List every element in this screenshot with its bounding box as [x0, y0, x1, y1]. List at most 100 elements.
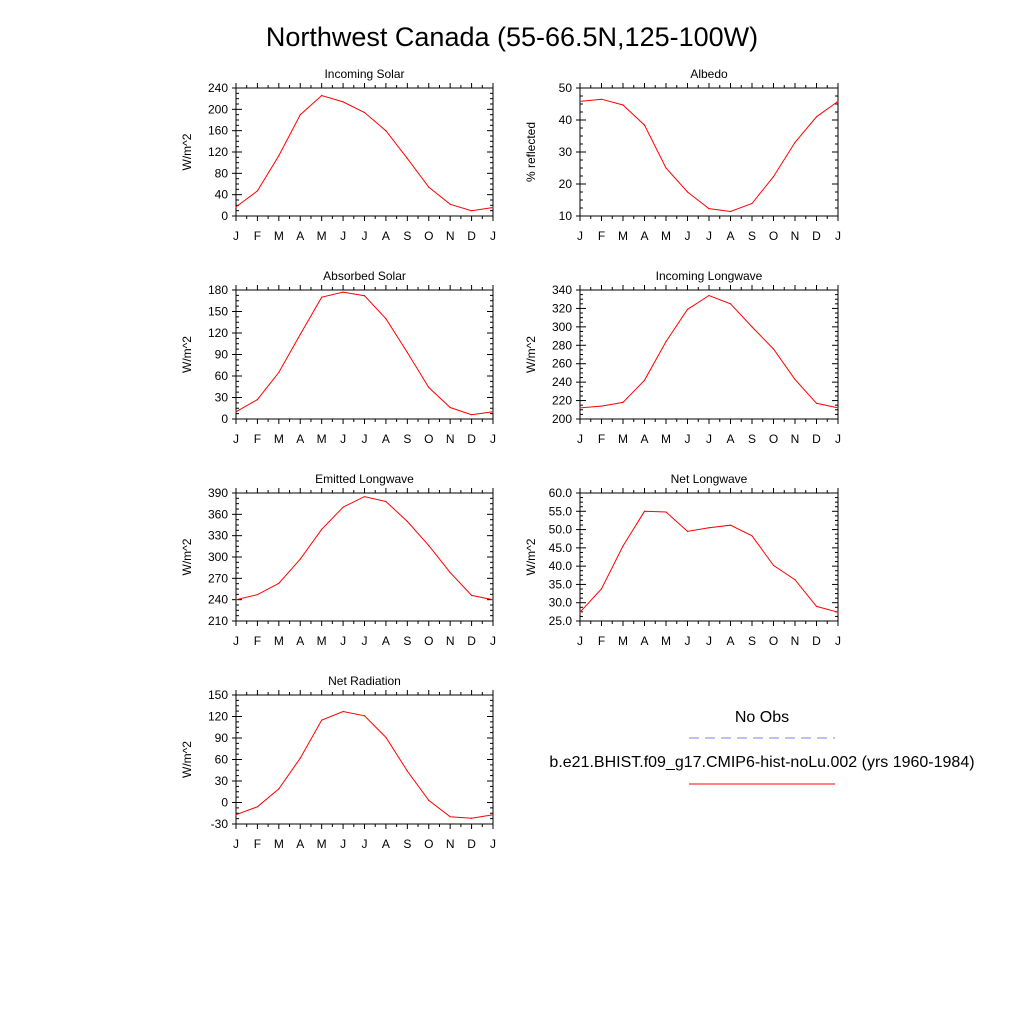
- y-tick-label: 30.0: [549, 596, 573, 610]
- data-point: [299, 757, 301, 759]
- y-tick-label: 300: [208, 550, 228, 564]
- data-point: [406, 520, 408, 523]
- data-point: [815, 605, 818, 607]
- x-tick-label: A: [296, 837, 304, 851]
- data-point: [751, 202, 753, 205]
- panel-title: Net Longwave: [671, 472, 748, 486]
- x-tick-label: D: [812, 432, 821, 446]
- data-point: [492, 411, 494, 413]
- data-point: [815, 402, 818, 404]
- y-tick-label: 240: [208, 81, 228, 95]
- data-point: [278, 155, 280, 157]
- y-axis-label: W/m^2: [180, 538, 194, 575]
- data-point: [449, 406, 451, 409]
- x-tick-label: A: [726, 634, 734, 648]
- data-point: [686, 191, 689, 193]
- x-tick-label: J: [577, 634, 583, 648]
- data-point: [622, 401, 624, 404]
- data-point: [686, 530, 689, 533]
- data-point: [794, 579, 796, 581]
- y-tick-label: 390: [208, 486, 228, 500]
- data-point: [449, 572, 451, 574]
- x-tick-label: J: [362, 837, 368, 851]
- x-tick-label: S: [403, 634, 411, 648]
- y-tick-label: 280: [552, 338, 572, 352]
- data-point: [837, 407, 839, 409]
- data-point: [772, 176, 775, 178]
- x-tick-label: J: [233, 634, 239, 648]
- x-tick-label: N: [446, 229, 455, 243]
- data-point: [428, 186, 430, 188]
- y-tick-label: 80: [215, 166, 229, 180]
- x-tick-label: J: [490, 634, 496, 648]
- data-point: [729, 303, 732, 305]
- data-point: [449, 816, 451, 818]
- data-point: [428, 799, 430, 801]
- data-point: [579, 611, 581, 613]
- x-tick-label: M: [661, 229, 671, 243]
- y-tick-label: 260: [552, 357, 572, 371]
- x-tick-label: J: [685, 634, 691, 648]
- x-tick-label: J: [577, 229, 583, 243]
- y-tick-label: 50: [559, 81, 573, 95]
- x-tick-label: F: [598, 229, 605, 243]
- y-tick-label: 120: [208, 326, 228, 340]
- data-point: [622, 104, 624, 106]
- x-tick-label: M: [274, 634, 284, 648]
- data-point: [256, 190, 259, 192]
- x-tick-label: J: [685, 229, 691, 243]
- x-tick-label: D: [812, 634, 821, 648]
- data-point: [235, 411, 237, 413]
- y-tick-label: 200: [552, 412, 572, 426]
- data-point: [772, 564, 775, 567]
- data-point: [815, 116, 818, 118]
- x-tick-label: M: [317, 837, 327, 851]
- data-point: [342, 506, 344, 508]
- data-point: [235, 599, 237, 601]
- x-tick-label: J: [835, 634, 841, 648]
- x-tick-label: J: [340, 229, 346, 243]
- x-tick-label: J: [233, 229, 239, 243]
- y-tick-label: 40.0: [549, 559, 573, 573]
- data-point: [600, 588, 603, 590]
- data-point: [470, 210, 473, 212]
- data-point: [342, 710, 344, 713]
- x-tick-label: D: [812, 229, 821, 243]
- y-tick-label: 210: [208, 614, 228, 628]
- y-tick-label: 30: [215, 391, 229, 405]
- y-axis-label: W/m^2: [180, 133, 194, 170]
- y-tick-label: 45.0: [549, 541, 573, 555]
- data-point: [428, 545, 430, 547]
- data-point: [686, 308, 689, 310]
- x-tick-label: A: [382, 634, 390, 648]
- y-tick-label: 30: [215, 774, 229, 788]
- x-tick-label: J: [706, 634, 712, 648]
- x-tick-label: A: [382, 229, 390, 243]
- y-tick-label: 90: [215, 348, 229, 362]
- data-point: [278, 371, 280, 374]
- data-point: [406, 157, 408, 159]
- x-tick-label: A: [296, 432, 304, 446]
- x-tick-label: F: [254, 432, 261, 446]
- panel-title: Incoming Solar: [324, 67, 404, 81]
- x-tick-label: S: [403, 837, 411, 851]
- x-tick-label: F: [598, 432, 605, 446]
- x-tick-label: O: [769, 229, 778, 243]
- x-tick-label: A: [296, 634, 304, 648]
- x-tick-label: J: [577, 432, 583, 446]
- x-tick-label: O: [769, 432, 778, 446]
- x-tick-label: D: [467, 634, 476, 648]
- data-point: [708, 208, 710, 210]
- data-point: [385, 500, 387, 503]
- data-point: [470, 414, 473, 416]
- data-point: [708, 294, 710, 297]
- x-tick-label: J: [340, 634, 346, 648]
- y-tick-label: 20: [559, 177, 573, 191]
- data-point: [299, 558, 301, 560]
- y-tick-label: 240: [552, 375, 572, 389]
- x-tick-label: J: [490, 229, 496, 243]
- data-point: [363, 715, 366, 717]
- x-tick-label: A: [382, 432, 390, 446]
- x-tick-label: A: [640, 634, 648, 648]
